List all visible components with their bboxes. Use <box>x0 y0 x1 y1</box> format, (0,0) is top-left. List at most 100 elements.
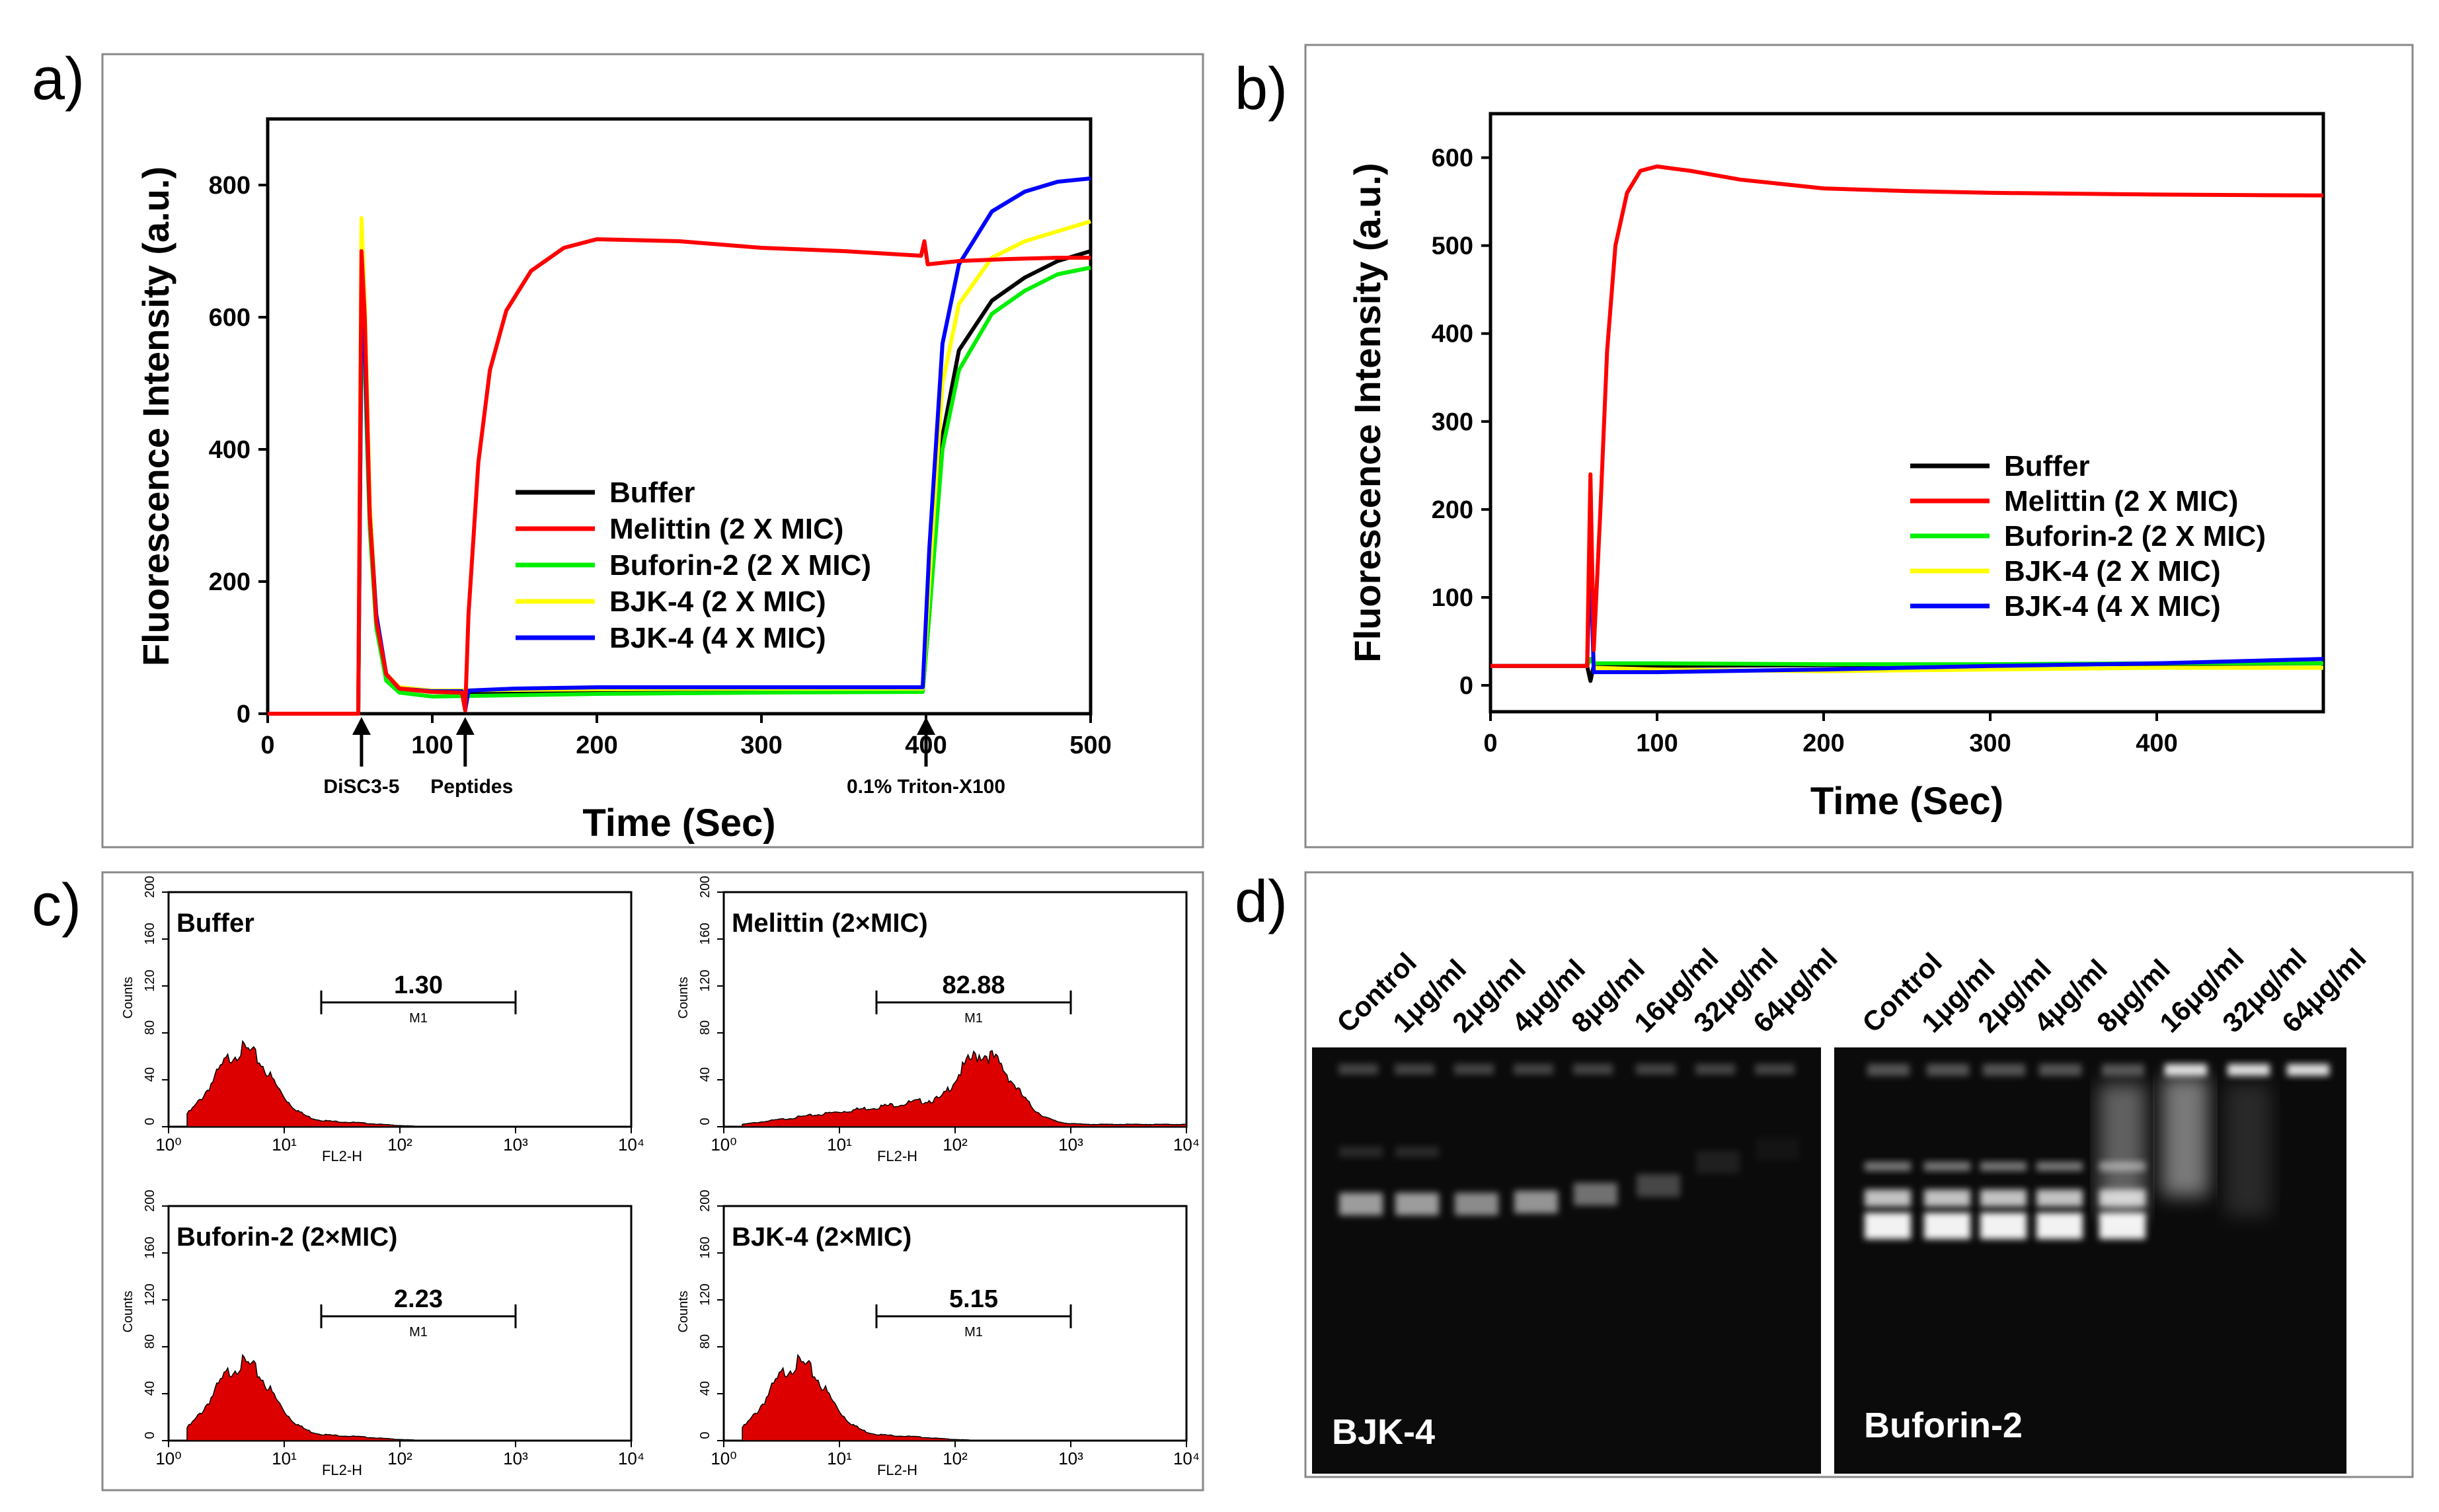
gel-well <box>2287 1064 2329 1076</box>
panel-d-frame <box>1304 871 2414 1478</box>
y-tick-label: 40 <box>698 1067 713 1082</box>
y-tick-label: 160 <box>698 1236 713 1258</box>
histogram-area <box>742 1353 1186 1441</box>
gel-left-label: BJK-4 <box>1332 1412 1435 1452</box>
annotation-label: DiSC3-5 <box>323 776 399 798</box>
gate-label: M1 <box>964 1325 983 1340</box>
y-tick-label: 40 <box>143 1381 157 1396</box>
y-tick-label: 0 <box>1459 672 1473 700</box>
y-axis-label: Fluorescence Intensity (a.u.) <box>1346 163 1388 662</box>
legend-label-bjk4: BJK-4 (4 X MIC) <box>2004 590 2221 623</box>
gel-well <box>1867 1064 1910 1076</box>
gel-band-main <box>1865 1213 1911 1239</box>
y-tick-label: 120 <box>698 1283 713 1305</box>
y-tick-label: 400 <box>1432 321 1473 348</box>
legend-label-buffer: Buffer <box>609 476 695 509</box>
gel-well <box>1927 1064 1969 1076</box>
y-axis-label: Counts <box>676 977 691 1018</box>
gel-well <box>2227 1064 2270 1076</box>
gel-well <box>2165 1064 2207 1076</box>
legend-label-bjk2: BJK-4 (2 X MIC) <box>2004 555 2221 587</box>
gel-band <box>1339 1193 1383 1215</box>
y-tick-label: 0 <box>143 1431 157 1439</box>
gel-band-faint <box>1924 1162 1970 1171</box>
y-tick-label: 800 <box>209 172 251 200</box>
gel-band <box>1395 1193 1439 1215</box>
gel-well <box>2039 1064 2081 1076</box>
annotation-label: 0.1% Triton-X100 <box>847 776 1005 798</box>
gel-band-main <box>1924 1213 1970 1239</box>
legend-label-melittin: Melittin (2 X MIC) <box>2004 485 2238 517</box>
gel-band-main <box>1980 1213 2027 1239</box>
y-tick-label: 40 <box>143 1067 157 1082</box>
y-tick-label: 200 <box>1432 496 1473 524</box>
y-tick-label: 200 <box>143 1190 157 1211</box>
gel-well <box>1573 1064 1613 1075</box>
gel-band <box>1696 1151 1740 1174</box>
gel-band-upper <box>2036 1190 2083 1207</box>
gel-band-main <box>2099 1213 2146 1239</box>
x-tick-label: 10⁴ <box>618 1135 644 1154</box>
panel-label-a: a) <box>32 46 85 112</box>
series-line-melittin <box>1490 164 2324 668</box>
y-tick-label: 200 <box>698 876 713 897</box>
x-tick-label: 10⁴ <box>1173 1135 1200 1154</box>
x-tick-label: 200 <box>1802 730 1844 757</box>
gate-label: M1 <box>409 1325 428 1340</box>
gel-band-faint <box>1339 1147 1383 1157</box>
x-tick-label: 500 <box>1069 732 1111 759</box>
histogram-plot: 0 40 80 120 160 200 Counts 10⁰ 10¹ 10² 10³ 10⁴ FL2-H… <box>676 876 1200 1164</box>
gel-band-upper <box>1980 1190 2027 1207</box>
x-tick-label: 300 <box>740 732 782 759</box>
gel-band <box>1574 1183 1617 1205</box>
y-tick-label: 40 <box>698 1381 713 1396</box>
gel-well <box>1983 1064 2025 1076</box>
y-tick-label: 500 <box>1432 233 1473 260</box>
legend-label-bjk2: BJK-4 (2 X MIC) <box>609 586 826 618</box>
y-axis-label: Counts <box>676 1291 691 1332</box>
gel-band-upper <box>1924 1190 1970 1207</box>
y-tick-label: 0 <box>143 1117 157 1125</box>
gel-well <box>1636 1064 1676 1075</box>
histogram-plot: 0 40 80 120 160 200 Counts 10⁰ 10¹ 10² 10³ 10⁴ FL2-H… <box>121 1190 644 1478</box>
y-tick-label: 100 <box>1432 584 1473 612</box>
x-tick-label: 10⁰ <box>711 1135 736 1154</box>
y-tick-label: 160 <box>143 1236 157 1258</box>
gel-well <box>1395 1064 1434 1075</box>
gel-well <box>1454 1064 1494 1075</box>
gel-band-upper <box>1865 1190 1911 1207</box>
x-tick-label: 10⁴ <box>1173 1449 1200 1468</box>
gate-value: 5.15 <box>949 1285 998 1313</box>
gel-band-faint <box>1865 1162 1911 1171</box>
histogram-title: Buffer <box>176 909 254 938</box>
gel-right-label: Buforin-2 <box>1864 1406 2023 1445</box>
x-tick-label: 400 <box>2136 730 2177 757</box>
gate-label: M1 <box>964 1011 983 1026</box>
y-tick-label: 80 <box>143 1020 157 1035</box>
y-tick-label: 300 <box>1432 408 1473 436</box>
panel-label-d: d) <box>1235 869 1288 935</box>
x-axis-label: FL2-H <box>877 1462 917 1478</box>
histogram-frame <box>167 891 633 1128</box>
y-tick-label: 600 <box>209 304 251 332</box>
y-tick-label: 200 <box>698 1190 713 1211</box>
chart-b: 0 100 200 300 400 0 100 200 300 400 500 600 Time (Se… <box>1346 112 2325 823</box>
x-tick-label: 10³ <box>1058 1135 1083 1154</box>
gel-band <box>1756 1138 1799 1160</box>
gel-band-faint <box>1395 1147 1439 1157</box>
x-axis-label: FL2-H <box>877 1148 917 1164</box>
x-axis-label: Time (Sec) <box>582 802 775 845</box>
y-tick-label: 200 <box>209 568 251 596</box>
x-tick-label: 10² <box>943 1135 968 1154</box>
x-tick-label: 100 <box>411 732 453 759</box>
x-tick-label: 10⁰ <box>155 1135 181 1154</box>
x-axis-label: Time (Sec) <box>1810 780 2003 823</box>
panel-label-c: c) <box>32 872 81 938</box>
histogram-area <box>186 1040 631 1127</box>
panel-b-frame <box>1304 44 2414 849</box>
x-tick-label: 10³ <box>503 1135 528 1154</box>
y-tick-label: 0 <box>698 1117 713 1125</box>
histogram-title: Melittin (2×MIC) <box>732 909 928 938</box>
